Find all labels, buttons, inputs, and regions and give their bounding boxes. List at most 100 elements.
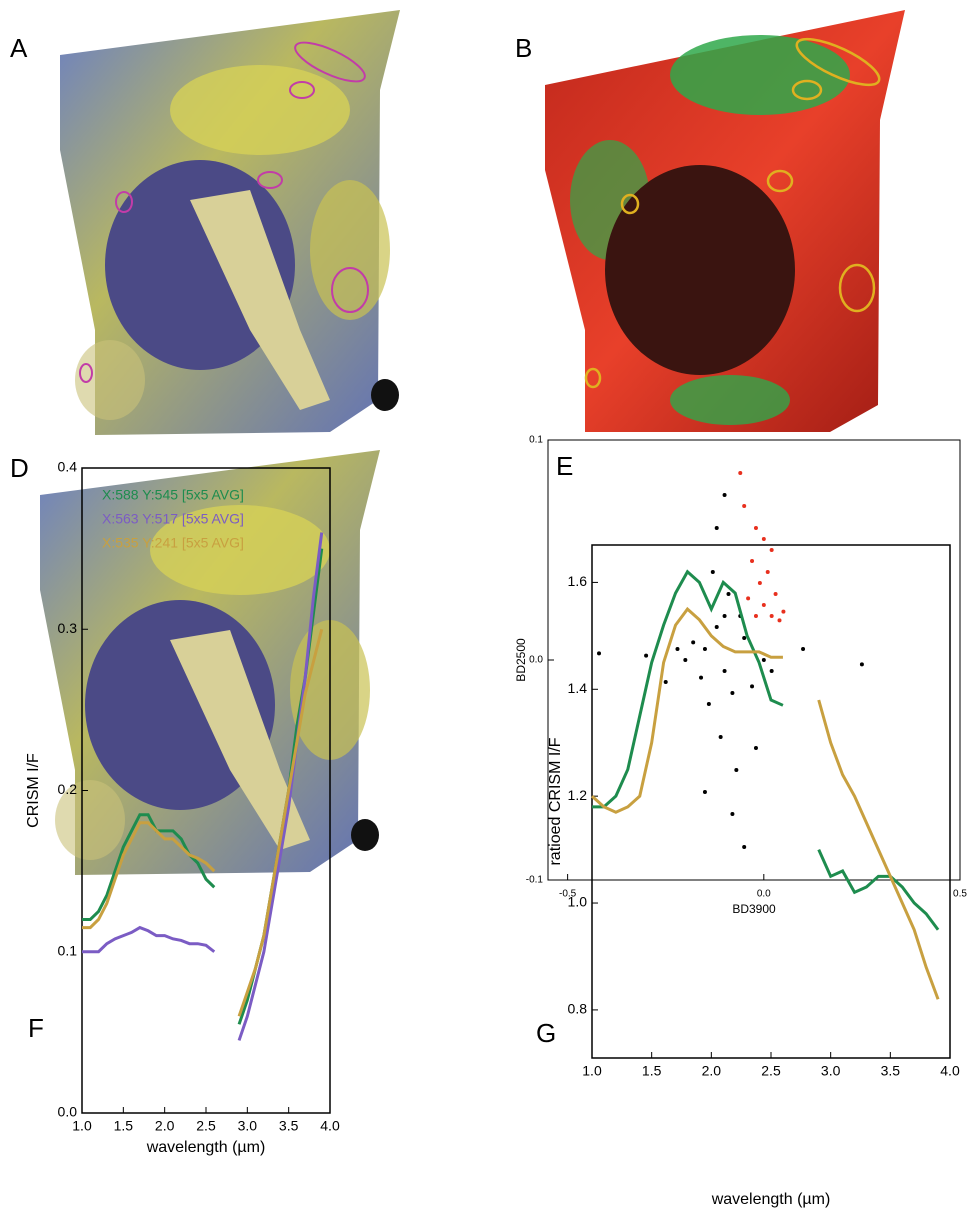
point [801,647,806,651]
x-tick-label: 4.0 [320,1118,340,1134]
x-tick-label: 2.0 [702,1063,722,1079]
y-axis-label: CRISM I/F [25,753,42,828]
point [722,614,727,618]
x-tick-label: 1.5 [642,1063,662,1079]
plot-frame [547,439,961,881]
y-tick-label: 0.0 [58,1104,78,1120]
panel-label: F [28,1013,44,1043]
y-tick-label: 1.4 [568,680,588,696]
panel-label: E [556,451,573,481]
y-tick-label: 1.0 [568,894,588,910]
point [722,669,727,673]
point [730,812,735,816]
x-tick-label: 1.0 [72,1118,92,1134]
y-axis-label: ratioed CRISM I/F [547,737,564,865]
point [675,647,680,651]
point [710,570,715,574]
x-axis-label: wavelength (µm) [711,1191,831,1208]
point [769,548,774,552]
point [738,471,743,475]
x-tick-label: 4.0 [940,1063,960,1079]
point [746,596,751,601]
point [765,570,770,574]
point [773,592,778,596]
x-tick-label: 1.5 [114,1118,134,1134]
x-tick-label: 3.0 [238,1118,258,1134]
legend-entry: X:588 Y:545 [5x5 AVG] [102,487,244,503]
point [714,625,719,629]
x-tick-label: 3.5 [279,1118,299,1134]
point [742,636,747,640]
panel-label: D [10,453,29,483]
point [753,746,758,750]
point [742,504,747,508]
x-tick-label: 2.0 [155,1118,175,1134]
point [769,614,774,618]
legend-entry: X:563 Y:517 [5x5 AVG] [102,511,244,527]
point [691,640,696,645]
x-tick-label: 0.5 [953,889,967,900]
image-panel-a [60,10,400,435]
point [757,581,762,585]
point [730,691,735,695]
region-markers [79,41,369,383]
point [742,845,747,849]
panel-label: A [10,33,28,63]
y-tick-label: 0.1 [58,942,78,958]
legend-entry: X:535 Y:241 [5x5 AVG] [102,535,244,551]
y-tick-label: 0.2 [58,781,78,797]
point [683,658,688,662]
point [750,559,755,563]
point [761,603,766,607]
panel-label: G [536,1018,556,1048]
y-tick-label: 0.8 [568,1001,588,1017]
point [750,684,755,689]
panel-label: B [515,33,532,63]
point [734,768,739,772]
x-tick-label: 1.0 [582,1063,602,1079]
point [699,675,704,680]
point [859,662,864,667]
y-tick-label: 0.0 [529,655,543,666]
point [714,526,719,530]
point [753,614,758,618]
point [663,680,668,684]
y-tick-label: 1.6 [568,573,588,589]
point [722,493,727,497]
x-tick-label: 2.5 [196,1118,216,1134]
image-panel-b [545,10,905,432]
point [761,658,766,662]
x-tick-label: 3.5 [881,1063,901,1079]
point [781,609,786,614]
point [726,592,731,596]
x-tick-label: 0.0 [757,889,771,900]
point [718,735,723,739]
x-axis-label: wavelength (µm) [146,1139,266,1156]
y-tick-label: -0.1 [526,875,544,886]
y-tick-label: 0.4 [58,459,78,475]
point [761,537,766,541]
y-tick-label: 0.3 [58,620,78,636]
point [777,618,782,623]
series-line [82,532,324,1041]
point [702,647,707,651]
point [644,653,649,658]
point [702,790,707,794]
series-line [82,628,324,1017]
point [597,651,602,656]
y-tick-label: 0.1 [529,435,543,446]
x-tick-label: 3.0 [821,1063,841,1079]
x-tick-label: 2.5 [761,1063,781,1079]
point [753,526,758,530]
y-axis-label: BD2500 [514,638,528,682]
x-tick-label: -0.5 [559,889,577,900]
point [706,702,711,706]
series-line [592,569,940,931]
x-axis-label: BD3900 [732,902,776,916]
point [769,669,774,673]
plot-frame [591,544,951,1059]
series-line [590,606,940,1000]
y-tick-label: 1.2 [568,787,588,803]
